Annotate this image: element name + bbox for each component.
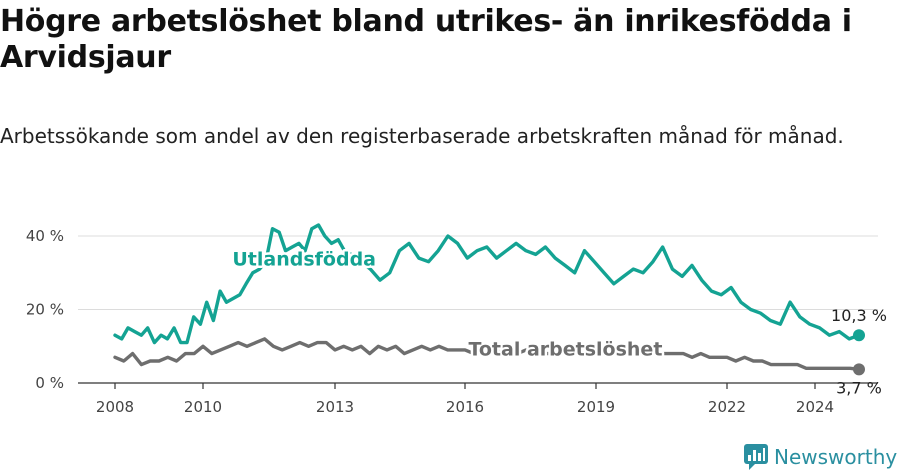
y-tick-label: 40 % <box>26 227 64 245</box>
series-label-total: Total arbetslöshet <box>468 338 662 360</box>
newsworthy-logo-icon <box>744 444 768 470</box>
end-label-utlandsfodda: 10,3 % <box>831 306 887 325</box>
series-line-utlandsfodda <box>113 223 861 345</box>
x-tick-label: 2010 <box>184 398 222 416</box>
end-point-utlandsfodda <box>853 329 865 342</box>
y-tick-label: 0 % <box>35 374 64 392</box>
series-label-halo: Utlandsfödda <box>232 248 376 270</box>
series-label-halo: Total arbetslöshet <box>468 338 662 360</box>
x-tick-label: 2016 <box>446 398 484 416</box>
x-tick-label: 2008 <box>96 398 134 416</box>
x-tick-label: 2013 <box>316 398 354 416</box>
brand-logo[interactable]: Newsworthy <box>744 442 897 472</box>
x-tick-label: 2024 <box>796 398 834 416</box>
chart-subtitle: Arbetssökande som andel av den registerb… <box>0 124 844 148</box>
chart-title: Högre arbetslöshet bland utrikes- än inr… <box>0 4 852 75</box>
end-point-total <box>853 363 865 376</box>
x-tick-label: 2019 <box>577 398 615 416</box>
end-label-total: 3,7 % <box>836 378 882 397</box>
x-tick-label: 2022 <box>708 398 746 416</box>
brand-name: Newsworthy <box>774 445 898 469</box>
series-label-utlandsfodda: Utlandsfödda <box>232 248 376 270</box>
series-line-total <box>113 337 861 372</box>
y-tick-label: 20 % <box>26 301 64 319</box>
